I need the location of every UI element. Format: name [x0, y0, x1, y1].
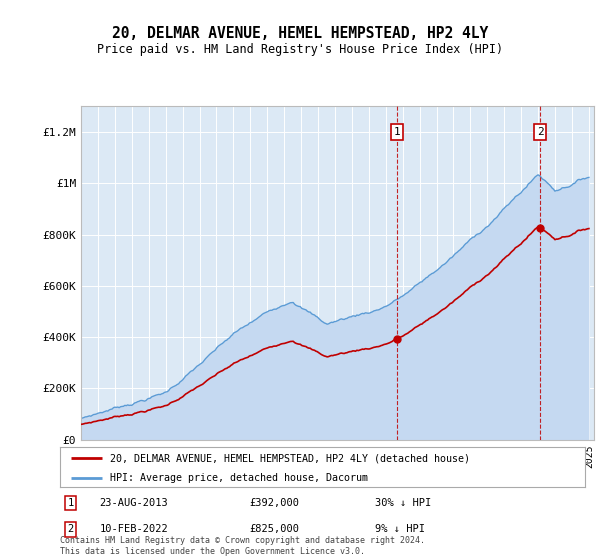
Text: 2: 2 — [67, 525, 74, 534]
Text: £392,000: £392,000 — [249, 498, 299, 508]
Text: 1: 1 — [394, 127, 400, 137]
Text: £825,000: £825,000 — [249, 525, 299, 534]
Text: 2: 2 — [537, 127, 544, 137]
Text: 30% ↓ HPI: 30% ↓ HPI — [375, 498, 431, 508]
Text: 9% ↓ HPI: 9% ↓ HPI — [375, 525, 425, 534]
Text: 20, DELMAR AVENUE, HEMEL HEMPSTEAD, HP2 4LY (detached house): 20, DELMAR AVENUE, HEMEL HEMPSTEAD, HP2 … — [110, 453, 470, 463]
Text: 1: 1 — [67, 498, 74, 508]
Text: Price paid vs. HM Land Registry's House Price Index (HPI): Price paid vs. HM Land Registry's House … — [97, 43, 503, 56]
Text: Contains HM Land Registry data © Crown copyright and database right 2024.
This d: Contains HM Land Registry data © Crown c… — [60, 536, 425, 556]
Text: 20, DELMAR AVENUE, HEMEL HEMPSTEAD, HP2 4LY: 20, DELMAR AVENUE, HEMEL HEMPSTEAD, HP2 … — [112, 26, 488, 41]
Text: 10-FEB-2022: 10-FEB-2022 — [100, 525, 168, 534]
Text: HPI: Average price, detached house, Dacorum: HPI: Average price, detached house, Daco… — [110, 473, 368, 483]
Text: 23-AUG-2013: 23-AUG-2013 — [100, 498, 168, 508]
